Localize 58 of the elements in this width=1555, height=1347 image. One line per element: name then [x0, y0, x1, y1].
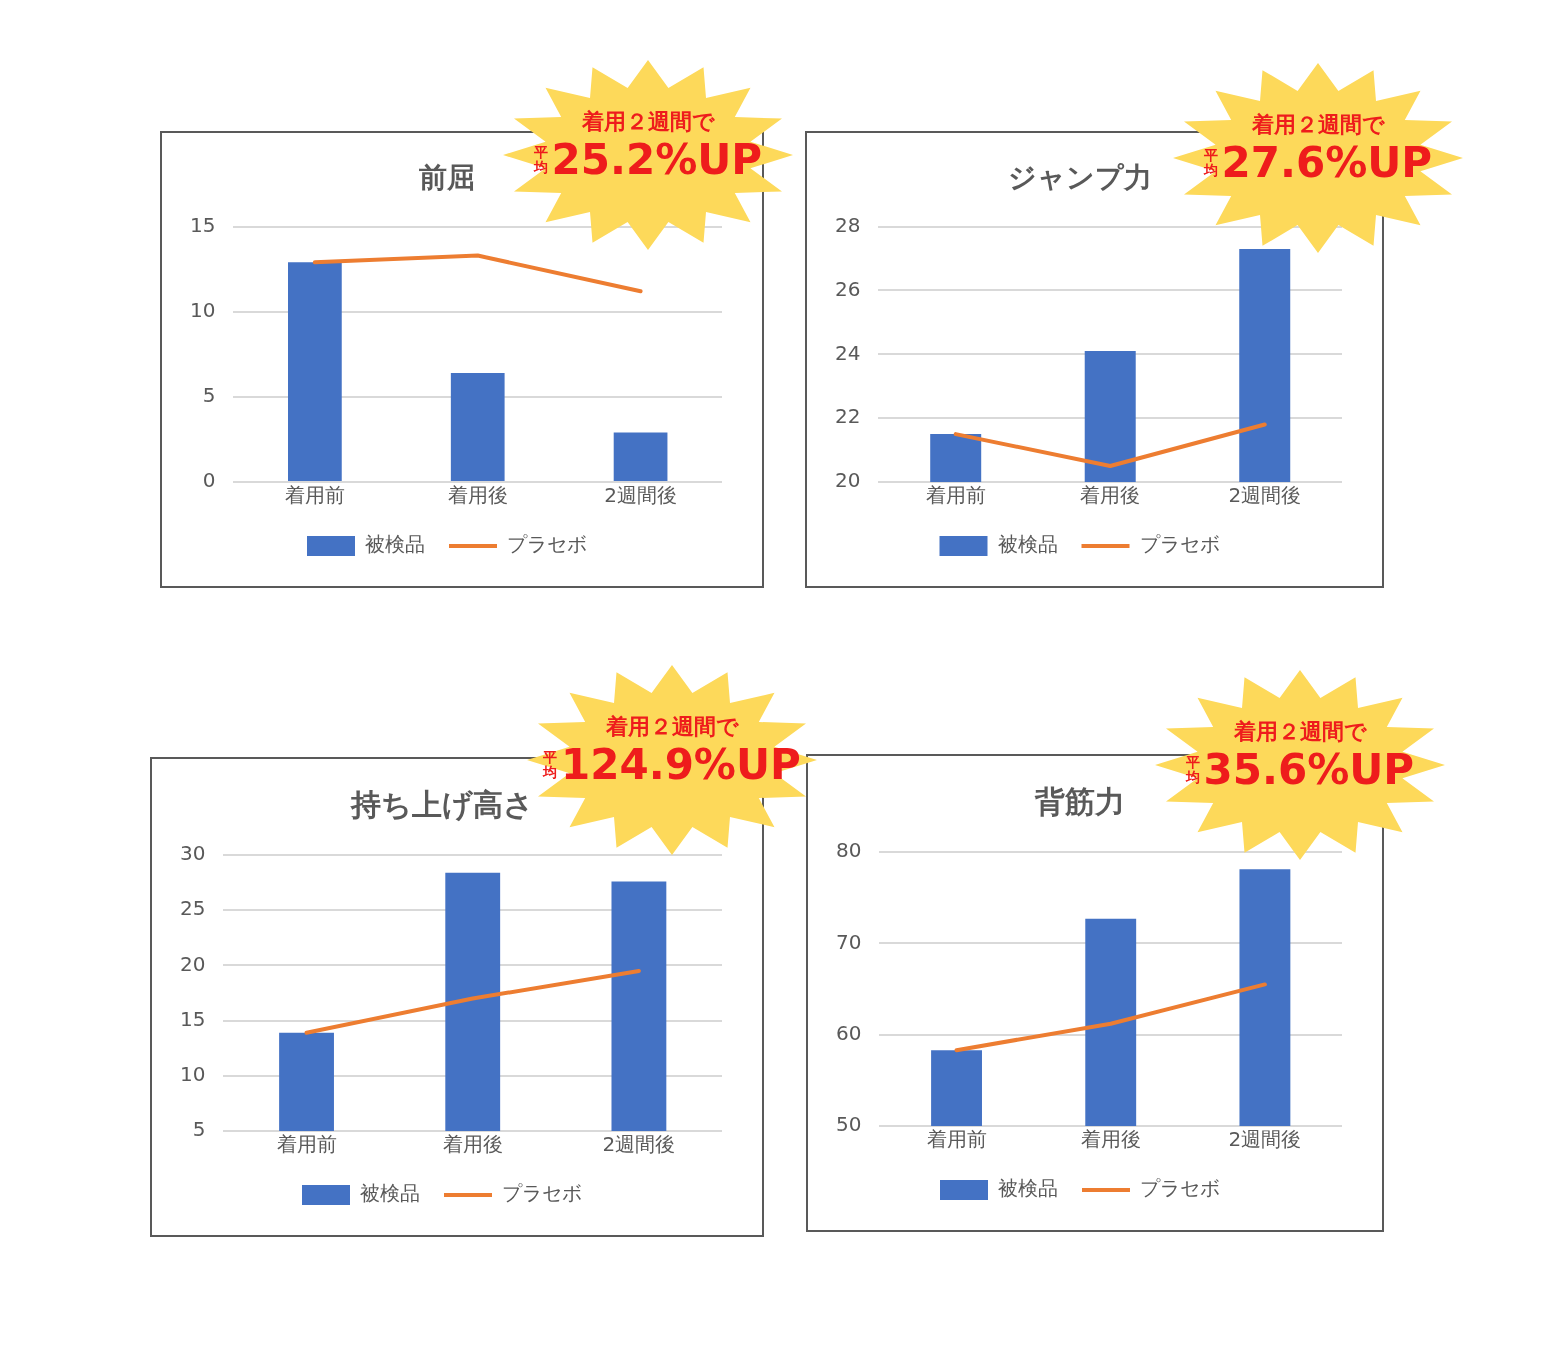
y-tick-label: 22 — [835, 404, 861, 429]
x-tick-label: 着用前 — [276, 1132, 337, 1157]
x-tick-label: 着用後 — [1080, 483, 1141, 508]
x-tick-label: 着用前 — [925, 483, 986, 508]
y-tick-label: 24 — [835, 340, 861, 365]
y-tick-label: 0 — [202, 468, 216, 493]
chart-title: ジャンプ力 — [1007, 161, 1152, 195]
text: 着用２週間で — [581, 109, 715, 134]
y-tick-label: 15 — [180, 1006, 206, 1031]
x-tick-label: 着用後 — [442, 1132, 503, 1157]
y-tick-label: 25 — [180, 896, 206, 921]
bar — [450, 373, 505, 481]
legend-label: プラセボ — [507, 532, 587, 557]
y-tick-label: 10 — [180, 1062, 206, 1086]
text: 着用２週間で — [605, 714, 739, 739]
legend-label: プラセボ — [1139, 532, 1220, 557]
text: 124.9%UP — [561, 740, 801, 789]
x-tick-label: 着用後 — [447, 483, 508, 508]
y-tick-label: 5 — [202, 383, 216, 408]
legend-label: プラセボ — [1140, 1176, 1220, 1201]
legend-label: 被検品 — [360, 1181, 420, 1206]
x-tick-label: 2週間後 — [1228, 483, 1302, 508]
text: 着用２週間で — [1251, 112, 1385, 137]
chart-title: 前屈 — [418, 161, 475, 195]
bar — [613, 432, 668, 481]
x-tick-label: 着用前 — [926, 1127, 987, 1152]
text: 平均 — [533, 143, 549, 175]
x-tick-label: 着用前 — [284, 483, 345, 508]
y-tick-label: 5 — [192, 1117, 206, 1142]
legend-label: 被検品 — [365, 532, 425, 557]
x-tick-label: 2週間後 — [1228, 1127, 1302, 1152]
y-tick-label: 20 — [180, 951, 206, 976]
text: 平均 — [543, 748, 558, 780]
y-tick-label: 60 — [836, 1020, 862, 1045]
y-tick-label: 28 — [835, 212, 861, 237]
x-tick-label: 着用後 — [1080, 1127, 1141, 1152]
text: 着用２週間で — [1233, 719, 1367, 744]
text: 25.2%UP — [551, 135, 763, 184]
y-tick-label: 20 — [835, 468, 861, 493]
y-tick-label: 15 — [190, 212, 216, 237]
text: 平均 — [1203, 146, 1219, 178]
text: 平均 — [1185, 753, 1201, 785]
x-tick-label: 2週間後 — [602, 1132, 676, 1157]
y-tick-label: 80 — [836, 838, 862, 863]
text: 27.6%UP — [1221, 138, 1433, 187]
chart-title: 背筋力 — [1034, 783, 1125, 819]
legend-label: 被検品 — [997, 532, 1058, 557]
bar — [288, 262, 342, 481]
y-tick-label: 70 — [836, 929, 862, 954]
x-tick-label: 2週間後 — [604, 483, 677, 508]
y-tick-label: 26 — [835, 276, 861, 301]
legend-label: 被検品 — [998, 1176, 1058, 1201]
y-tick-label: 10 — [190, 297, 216, 322]
legend-label: プラセボ — [502, 1181, 582, 1206]
y-tick-label: 50 — [836, 1112, 862, 1137]
chart-title: 持ち上げ高さ — [349, 786, 534, 822]
text: 35.6%UP — [1203, 745, 1415, 794]
y-tick-label: 30 — [180, 841, 206, 866]
